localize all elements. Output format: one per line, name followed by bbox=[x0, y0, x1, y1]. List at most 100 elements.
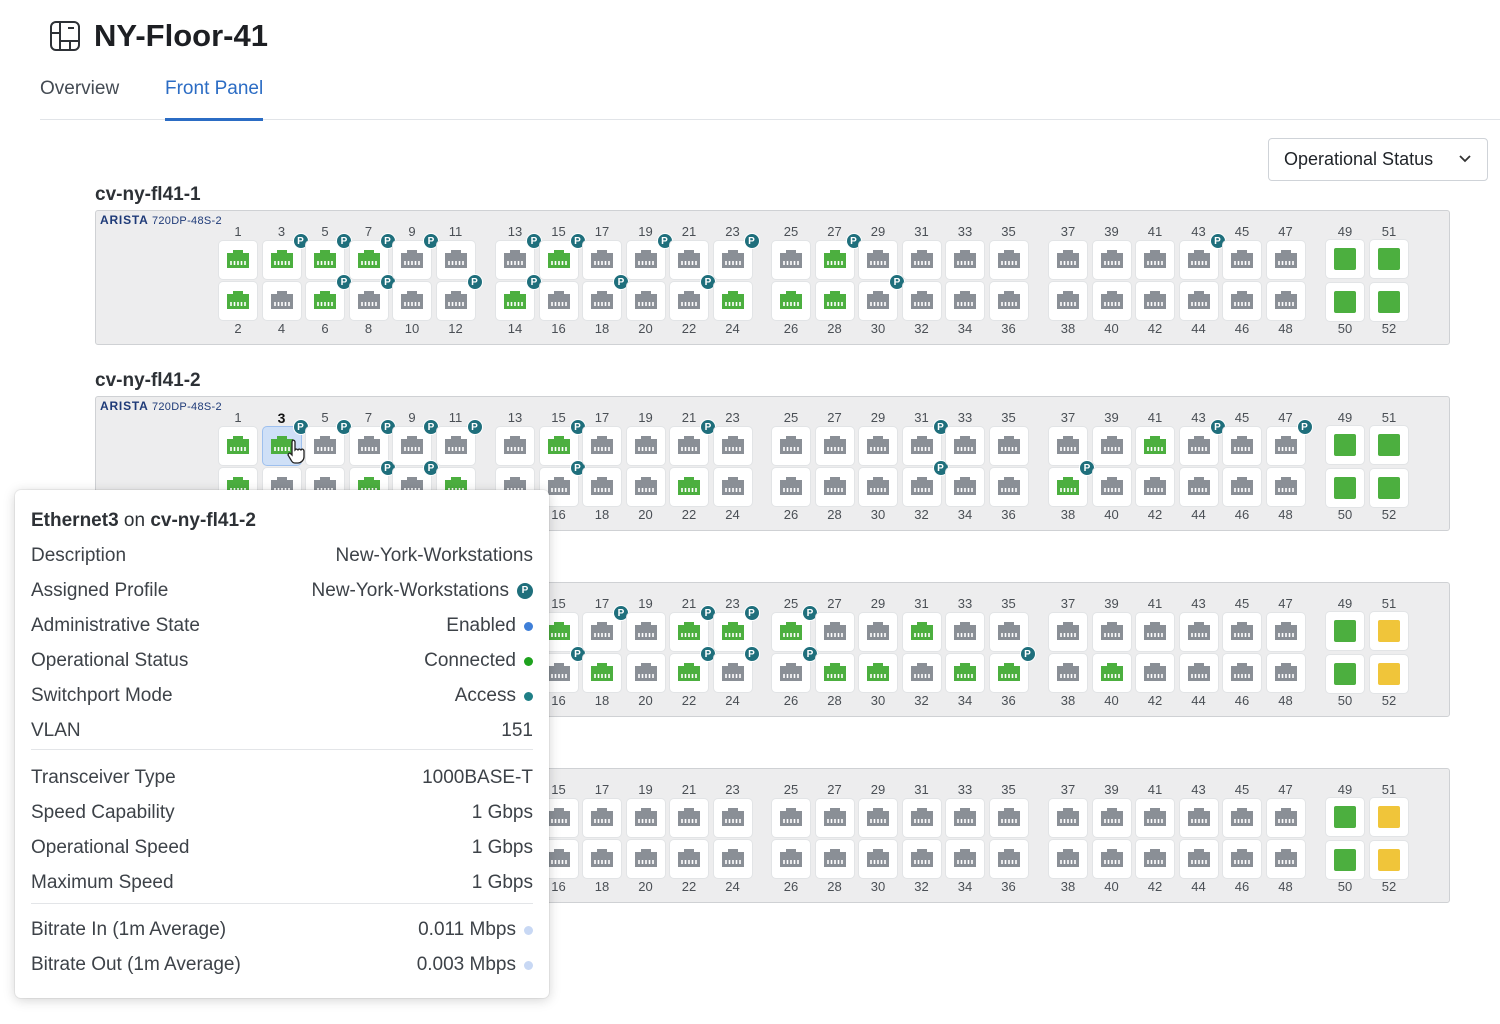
ethernet-port-42[interactable] bbox=[1136, 654, 1174, 692]
ethernet-port-15[interactable]: P bbox=[539, 233, 586, 279]
ethernet-port-43[interactable] bbox=[1179, 799, 1218, 837]
ethernet-port-43[interactable]: P bbox=[1179, 419, 1226, 465]
ethernet-port-36[interactable] bbox=[989, 468, 1028, 506]
ethernet-port-44[interactable] bbox=[1179, 654, 1218, 692]
ethernet-port-25[interactable]: P bbox=[772, 605, 818, 651]
ethernet-port-30[interactable] bbox=[859, 468, 897, 506]
ethernet-port-25[interactable] bbox=[772, 427, 810, 465]
ethernet-port-44[interactable] bbox=[1179, 468, 1218, 506]
ethernet-port-11[interactable]: P bbox=[436, 419, 483, 465]
sfp-port-50[interactable] bbox=[1326, 841, 1364, 879]
ethernet-port-30[interactable] bbox=[859, 840, 897, 878]
ethernet-port-42[interactable] bbox=[1136, 468, 1174, 506]
ethernet-port-33[interactable] bbox=[946, 613, 984, 651]
ethernet-port-36[interactable] bbox=[989, 282, 1028, 320]
ethernet-port-20[interactable] bbox=[626, 840, 665, 878]
ethernet-port-13[interactable] bbox=[496, 427, 534, 465]
ethernet-port-38[interactable] bbox=[1049, 654, 1087, 692]
ethernet-port-20[interactable] bbox=[626, 654, 665, 692]
ethernet-port-35[interactable] bbox=[989, 799, 1028, 837]
ethernet-port-31[interactable] bbox=[902, 241, 941, 279]
ethernet-port-19[interactable] bbox=[626, 427, 665, 465]
ethernet-port-40[interactable] bbox=[1092, 468, 1131, 506]
tab-overview[interactable]: Overview bbox=[40, 78, 120, 99]
sfp-port-50[interactable] bbox=[1326, 283, 1364, 321]
ethernet-port-44[interactable] bbox=[1179, 840, 1218, 878]
ethernet-port-37[interactable] bbox=[1049, 613, 1087, 651]
ethernet-port-26[interactable] bbox=[772, 840, 810, 878]
ethernet-port-39[interactable] bbox=[1092, 241, 1131, 279]
ethernet-port-21[interactable] bbox=[670, 241, 708, 279]
ethernet-port-5[interactable]: P bbox=[306, 233, 352, 279]
ethernet-port-17[interactable] bbox=[583, 427, 621, 465]
ethernet-port-46[interactable] bbox=[1223, 468, 1261, 506]
ethernet-port-45[interactable] bbox=[1223, 427, 1261, 465]
ethernet-port-37[interactable] bbox=[1049, 799, 1087, 837]
ethernet-port-30[interactable] bbox=[859, 654, 897, 692]
ethernet-port-17[interactable]: P bbox=[583, 605, 629, 651]
ethernet-port-4[interactable] bbox=[262, 282, 301, 320]
ethernet-port-41[interactable] bbox=[1136, 613, 1174, 651]
sfp-port-50[interactable] bbox=[1326, 655, 1364, 693]
ethernet-port-34[interactable] bbox=[946, 840, 984, 878]
ethernet-port-12[interactable]: P bbox=[436, 274, 483, 320]
ethernet-port-32[interactable] bbox=[902, 840, 941, 878]
ethernet-port-31[interactable]: P bbox=[902, 419, 949, 465]
sfp-port-49[interactable] bbox=[1326, 426, 1364, 464]
ethernet-port-23[interactable]: P bbox=[713, 233, 760, 279]
ethernet-port-28[interactable] bbox=[815, 840, 854, 878]
ethernet-port-1[interactable] bbox=[219, 427, 257, 465]
ethernet-port-23[interactable] bbox=[713, 427, 752, 465]
ethernet-port-7[interactable]: P bbox=[349, 233, 396, 279]
ethernet-port-45[interactable] bbox=[1223, 613, 1261, 651]
ethernet-port-13[interactable]: P bbox=[496, 233, 542, 279]
ethernet-port-24[interactable] bbox=[713, 282, 752, 320]
ethernet-port-19[interactable]: P bbox=[626, 233, 673, 279]
sfp-port-52[interactable] bbox=[1370, 283, 1408, 321]
sfp-port-52[interactable] bbox=[1370, 655, 1408, 693]
ethernet-port-44[interactable] bbox=[1179, 282, 1218, 320]
sfp-port-52[interactable] bbox=[1370, 841, 1408, 879]
ethernet-port-41[interactable] bbox=[1136, 427, 1174, 465]
ethernet-port-37[interactable] bbox=[1049, 241, 1087, 279]
ethernet-port-26[interactable] bbox=[772, 468, 810, 506]
ethernet-port-20[interactable] bbox=[626, 468, 665, 506]
ethernet-port-47[interactable] bbox=[1266, 241, 1305, 279]
ethernet-port-3[interactable]: P bbox=[262, 233, 309, 279]
ethernet-port-48[interactable] bbox=[1266, 282, 1305, 320]
ethernet-port-32[interactable] bbox=[902, 282, 941, 320]
ethernet-port-34[interactable] bbox=[946, 282, 984, 320]
ethernet-port-21[interactable]: P bbox=[670, 605, 716, 651]
ethernet-port-42[interactable] bbox=[1136, 282, 1174, 320]
ethernet-port-29[interactable] bbox=[859, 613, 897, 651]
tab-front-panel[interactable]: Front Panel bbox=[165, 78, 264, 121]
sfp-port-51[interactable] bbox=[1370, 240, 1408, 278]
ethernet-port-24[interactable] bbox=[713, 840, 752, 878]
ethernet-port-45[interactable] bbox=[1223, 241, 1261, 279]
ethernet-port-23[interactable]: P bbox=[713, 605, 760, 651]
ethernet-port-27[interactable] bbox=[815, 427, 854, 465]
ethernet-port-36[interactable]: P bbox=[989, 646, 1036, 692]
ethernet-port-27[interactable] bbox=[815, 613, 854, 651]
ethernet-port-37[interactable] bbox=[1049, 427, 1087, 465]
ethernet-port-40[interactable] bbox=[1092, 840, 1131, 878]
ethernet-port-25[interactable] bbox=[772, 241, 810, 279]
ethernet-port-26[interactable]: P bbox=[772, 646, 818, 692]
ethernet-port-41[interactable] bbox=[1136, 799, 1174, 837]
ethernet-port-47[interactable] bbox=[1266, 799, 1305, 837]
ethernet-port-33[interactable] bbox=[946, 799, 984, 837]
ethernet-port-9[interactable]: P bbox=[393, 419, 439, 465]
ethernet-port-30[interactable]: P bbox=[859, 274, 905, 320]
ethernet-port-33[interactable] bbox=[946, 241, 984, 279]
ethernet-port-14[interactable]: P bbox=[496, 274, 542, 320]
ethernet-port-34[interactable] bbox=[946, 468, 984, 506]
ethernet-port-22[interactable]: P bbox=[670, 274, 716, 320]
ethernet-port-21[interactable] bbox=[670, 799, 708, 837]
sfp-port-49[interactable] bbox=[1326, 240, 1364, 278]
ethernet-port-19[interactable] bbox=[626, 799, 665, 837]
sfp-port-51[interactable] bbox=[1370, 798, 1408, 836]
ethernet-port-16[interactable] bbox=[539, 282, 578, 320]
ethernet-port-35[interactable] bbox=[989, 241, 1028, 279]
ethernet-port-35[interactable] bbox=[989, 427, 1028, 465]
ethernet-port-24[interactable] bbox=[713, 468, 752, 506]
